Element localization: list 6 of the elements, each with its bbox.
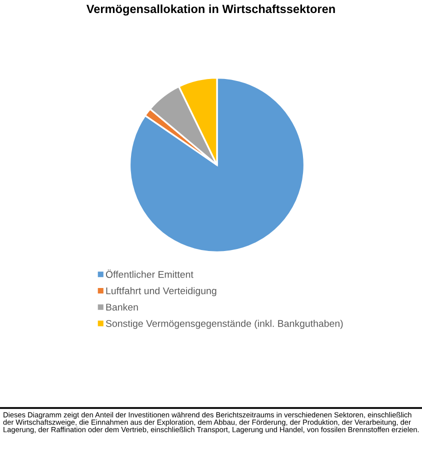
chart-title: Vermögensallokation in Wirtschaftssektoren: [86, 4, 335, 16]
legend-label: Sonstige Vermögensgegenstände (inkl. Bankguthaben): [106, 320, 343, 329]
legend-label: Luftfahrt und Verteidigung: [106, 287, 216, 296]
legend-label: Öffentlicher Emittent: [106, 270, 194, 278]
legend-label: Banken: [106, 303, 138, 311]
pie-slice: [128, 76, 306, 254]
